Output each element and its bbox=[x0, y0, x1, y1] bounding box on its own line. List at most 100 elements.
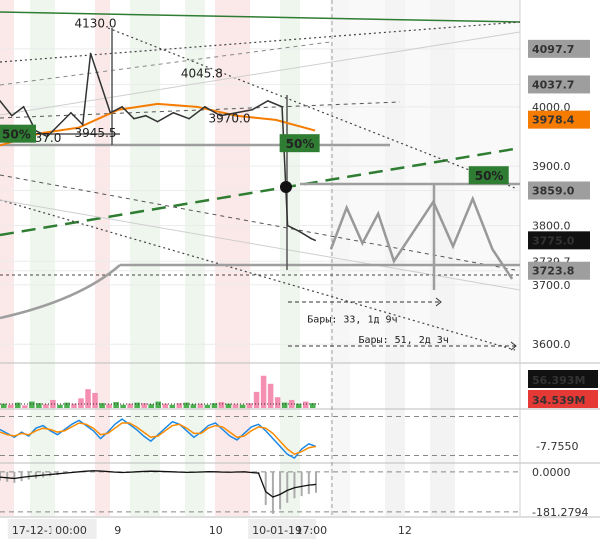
price-point-5 bbox=[58, 123, 60, 126]
price-point-24 bbox=[298, 230, 301, 233]
price-tick-5: 3859.0 bbox=[532, 184, 575, 197]
price-point-12 bbox=[133, 117, 135, 120]
price-point-10 bbox=[109, 111, 112, 114]
volume-tick-0: 56.393M bbox=[532, 374, 585, 387]
price-tick-4: 3900.0 bbox=[532, 160, 571, 173]
price-point-2 bbox=[22, 106, 25, 108]
volume-bar-36 bbox=[253, 391, 260, 408]
session-band-0 bbox=[0, 0, 14, 516]
volume-bar-26 bbox=[183, 402, 190, 408]
price-annotation-1: 4045.8 bbox=[181, 67, 223, 81]
volume-bar-35 bbox=[246, 403, 253, 408]
price-point-25 bbox=[310, 237, 313, 240]
price-point-23 bbox=[286, 224, 289, 227]
price-annotation-4: 3945.5 bbox=[75, 126, 117, 140]
volume-bar-18 bbox=[127, 403, 133, 408]
session-band-2 bbox=[95, 0, 110, 516]
stoch-line-0 bbox=[0, 418, 317, 460]
measure-label-1: Бары: 51, 2д 3ч bbox=[358, 335, 448, 346]
green-trend-line bbox=[0, 11, 521, 23]
fib-label-bg-0 bbox=[0, 124, 36, 143]
price-point-19 bbox=[235, 111, 238, 114]
fib-label-2: 50% bbox=[475, 169, 504, 183]
session-band-4 bbox=[185, 0, 205, 516]
xaxis-tick-6: 12 bbox=[398, 524, 412, 537]
volume-tag-bg-1 bbox=[528, 390, 598, 408]
price-point-1 bbox=[11, 114, 13, 117]
fib-label-bg-2 bbox=[468, 166, 509, 185]
price-tick-6: 3800.0 bbox=[532, 220, 571, 233]
session-band-6 bbox=[280, 0, 300, 516]
upper-dotted-line bbox=[0, 21, 521, 63]
price-tick-1: 4037.7 bbox=[532, 78, 574, 91]
price-annotation-0: 4130.0 bbox=[75, 17, 117, 31]
volume-bar-42 bbox=[295, 403, 302, 408]
volume-bar-40 bbox=[281, 402, 288, 408]
stoch-tick-0: -7.7550 bbox=[536, 440, 578, 453]
volume-bar-31 bbox=[218, 402, 225, 408]
xaxis-tick-1: 00:00 bbox=[55, 524, 87, 537]
xaxis-tag-bg-4 bbox=[248, 519, 317, 539]
volume-bar-0 bbox=[1, 403, 7, 408]
price-point-9 bbox=[97, 76, 100, 78]
price-point-0 bbox=[0, 100, 1, 102]
volume-tag-bg-0 bbox=[528, 370, 598, 388]
fib-label-0: 50% bbox=[2, 128, 31, 142]
volume-bar-22 bbox=[155, 401, 162, 408]
volume-bar-27 bbox=[190, 404, 197, 408]
volume-bar-21 bbox=[148, 404, 154, 408]
session-band-1 bbox=[30, 0, 55, 516]
fib-label-1: 50% bbox=[286, 137, 315, 151]
volume-bar-17 bbox=[120, 404, 126, 408]
xaxis-tick-2: 9 bbox=[114, 524, 121, 537]
price-point-11 bbox=[121, 106, 123, 108]
volume-bar-14 bbox=[99, 403, 105, 408]
volume-bar-11 bbox=[78, 398, 84, 408]
xaxis-tick-4: 10-01-19 bbox=[252, 524, 302, 537]
price-point-18 bbox=[219, 114, 222, 117]
price-tag-bg-3 bbox=[528, 110, 590, 129]
price-tick-11: 3600.0 bbox=[532, 338, 571, 351]
volume-bar-37 bbox=[260, 375, 267, 408]
price-tick-2: 4000.0 bbox=[532, 101, 571, 114]
faint-line-1 bbox=[0, 31, 521, 116]
volume-bar-4 bbox=[29, 401, 35, 408]
volume-bar-6 bbox=[43, 404, 49, 408]
volume-bar-2 bbox=[15, 402, 21, 408]
volume-bar-30 bbox=[211, 403, 218, 408]
price-point-14 bbox=[156, 120, 159, 123]
price-point-20 bbox=[251, 108, 253, 111]
price-point-26 bbox=[314, 239, 316, 242]
price-tick-7: 3775.0 bbox=[532, 234, 575, 247]
volume-bar-7 bbox=[50, 399, 56, 408]
stoch-line-1 bbox=[0, 422, 317, 456]
anchor-dot bbox=[280, 181, 292, 193]
osc-tick-1: -181.2794 bbox=[532, 506, 588, 519]
price-point-22 bbox=[281, 106, 283, 108]
volume-bar-1 bbox=[8, 404, 14, 408]
volume-bar-44 bbox=[309, 403, 316, 408]
volume-bar-10 bbox=[71, 403, 77, 408]
price-tag-bg-5 bbox=[528, 181, 590, 200]
price-point-15 bbox=[172, 111, 175, 114]
volume-bar-9 bbox=[64, 402, 70, 408]
volume-bar-43 bbox=[302, 401, 309, 408]
volume-bar-34 bbox=[239, 404, 246, 408]
volume-bar-32 bbox=[225, 403, 232, 408]
lower-dotted-line bbox=[0, 199, 516, 351]
price-point-16 bbox=[188, 117, 190, 120]
price-tag-bg-7 bbox=[528, 231, 590, 250]
volume-bar-5 bbox=[36, 403, 42, 408]
price-tick-3: 3978.4 bbox=[532, 114, 575, 127]
measure-arrow-1-head bbox=[435, 297, 442, 307]
price-tick-0: 4097.7 bbox=[532, 43, 574, 56]
session-band-5 bbox=[215, 0, 250, 516]
volume-bar-25 bbox=[176, 403, 183, 408]
volume-bar-8 bbox=[57, 404, 63, 408]
volume-bar-19 bbox=[134, 402, 140, 408]
price-point-8 bbox=[89, 52, 92, 55]
projection-line bbox=[329, 195, 514, 280]
volume-bar-29 bbox=[204, 404, 211, 408]
volume-bar-15 bbox=[106, 404, 112, 408]
